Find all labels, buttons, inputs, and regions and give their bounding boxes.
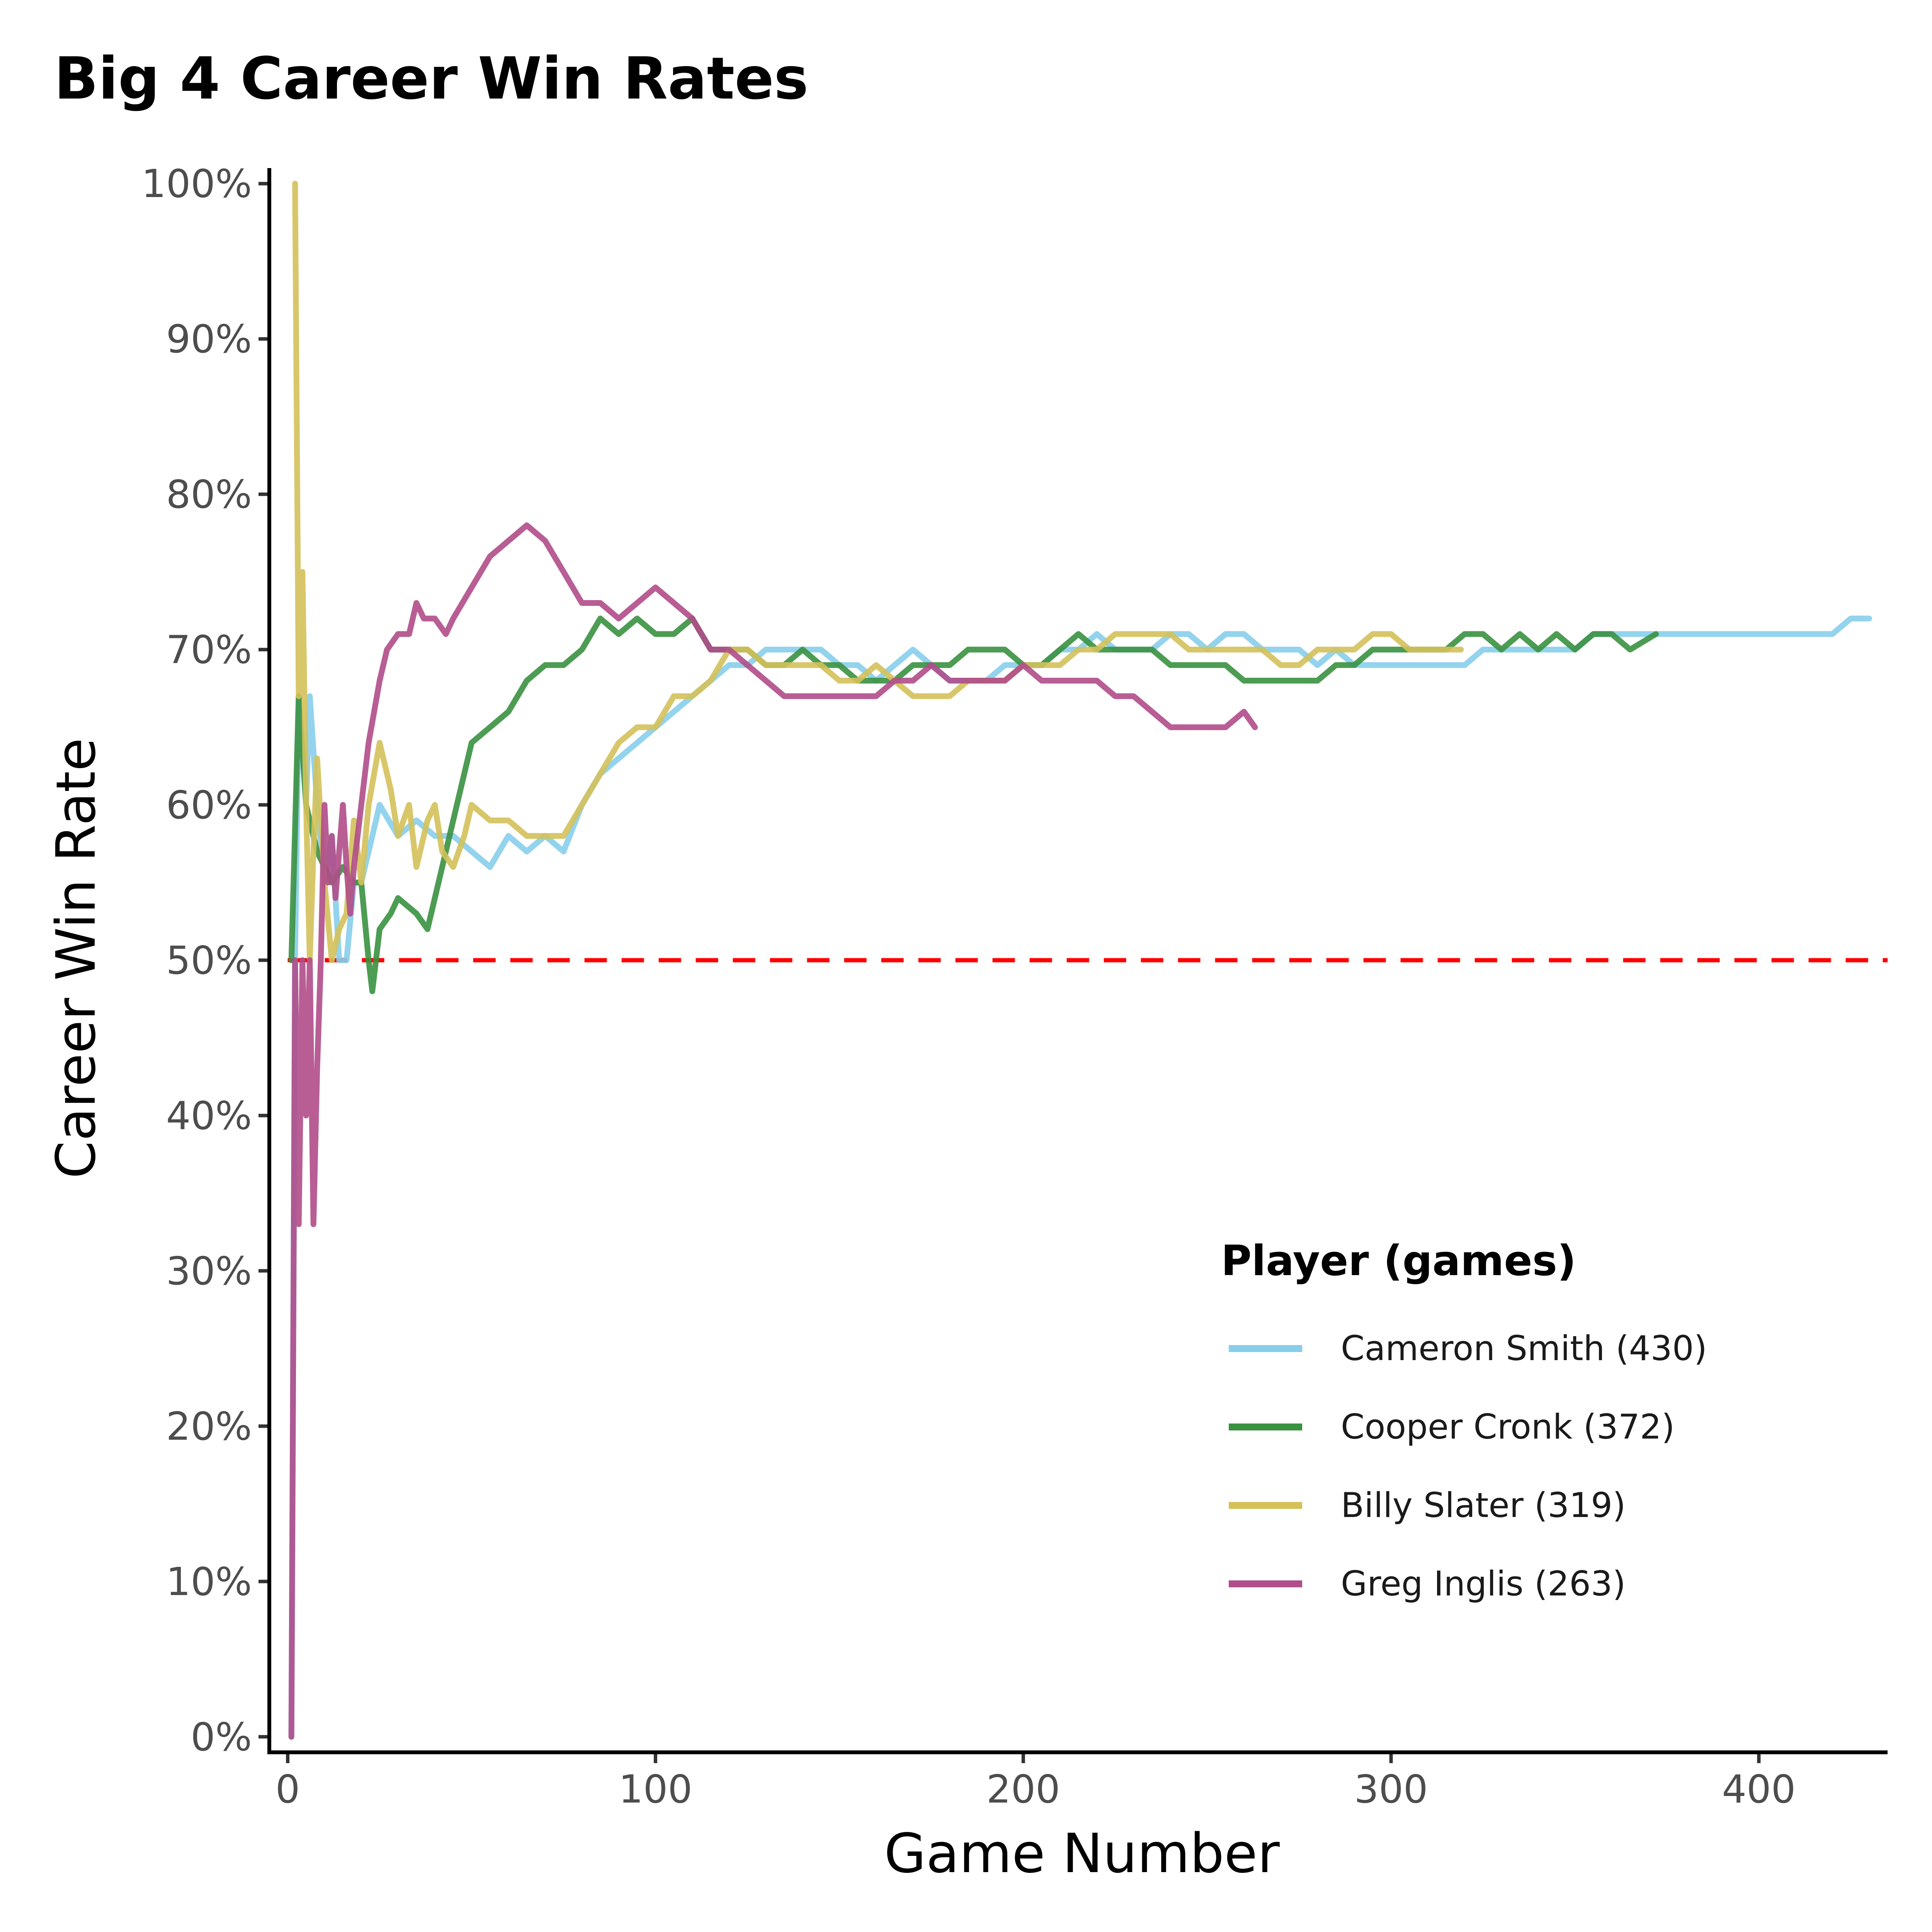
y-tick-label: 80% (166, 472, 252, 517)
legend-title: Player (games) (1221, 1237, 1576, 1285)
x-tick-label: 300 (1354, 1767, 1428, 1812)
y-tick-label: 60% (166, 782, 252, 828)
legend: Player (games) Cameron Smith (430) Cooper… (1221, 1237, 1707, 1604)
x-axis-title: Game Number (884, 1822, 1280, 1885)
legend-label-cameron-smith: Cameron Smith (430) (1341, 1328, 1707, 1368)
x-tick-label: 0 (276, 1767, 300, 1812)
legend-label-billy-slater: Billy Slater (319) (1341, 1485, 1626, 1525)
series-lines (288, 180, 1872, 1740)
y-tick-label: 90% (166, 316, 252, 362)
y-axis-ticks: 0% 10% 20% 30% 40% 50% 60% 70% 80% 90% 100% (141, 161, 269, 1760)
series-line-billy-slater (292, 180, 1464, 963)
y-tick-label: 100% (141, 161, 252, 206)
legend-label-cooper-cronk: Cooper Cronk (372) (1341, 1407, 1675, 1447)
y-tick-label: 40% (166, 1093, 252, 1138)
y-tick-label: 0% (190, 1714, 252, 1760)
x-axis-ticks: 0 100 200 300 400 (276, 1752, 1796, 1812)
series-line-greg-inglis (288, 522, 1258, 1740)
y-tick-label: 20% (166, 1404, 252, 1449)
legend-label-greg-inglis: Greg Inglis (263) (1341, 1564, 1626, 1604)
x-tick-label: 400 (1722, 1767, 1796, 1812)
x-tick-label: 200 (986, 1767, 1060, 1812)
y-tick-label: 30% (166, 1248, 252, 1294)
x-tick-label: 100 (619, 1767, 692, 1812)
y-axis-title: Career Win Rate (45, 738, 108, 1179)
series-line-cameron-smith (288, 616, 1872, 1740)
legend-items: Cameron Smith (430) Cooper Cronk (372) Bil… (1229, 1328, 1707, 1604)
chart-title: Big 4 Career Win Rates (54, 45, 808, 112)
y-tick-label: 70% (166, 627, 252, 672)
y-tick-label: 10% (166, 1559, 252, 1604)
series-line-cooper-cronk (288, 616, 1659, 994)
y-tick-label: 50% (166, 938, 252, 983)
